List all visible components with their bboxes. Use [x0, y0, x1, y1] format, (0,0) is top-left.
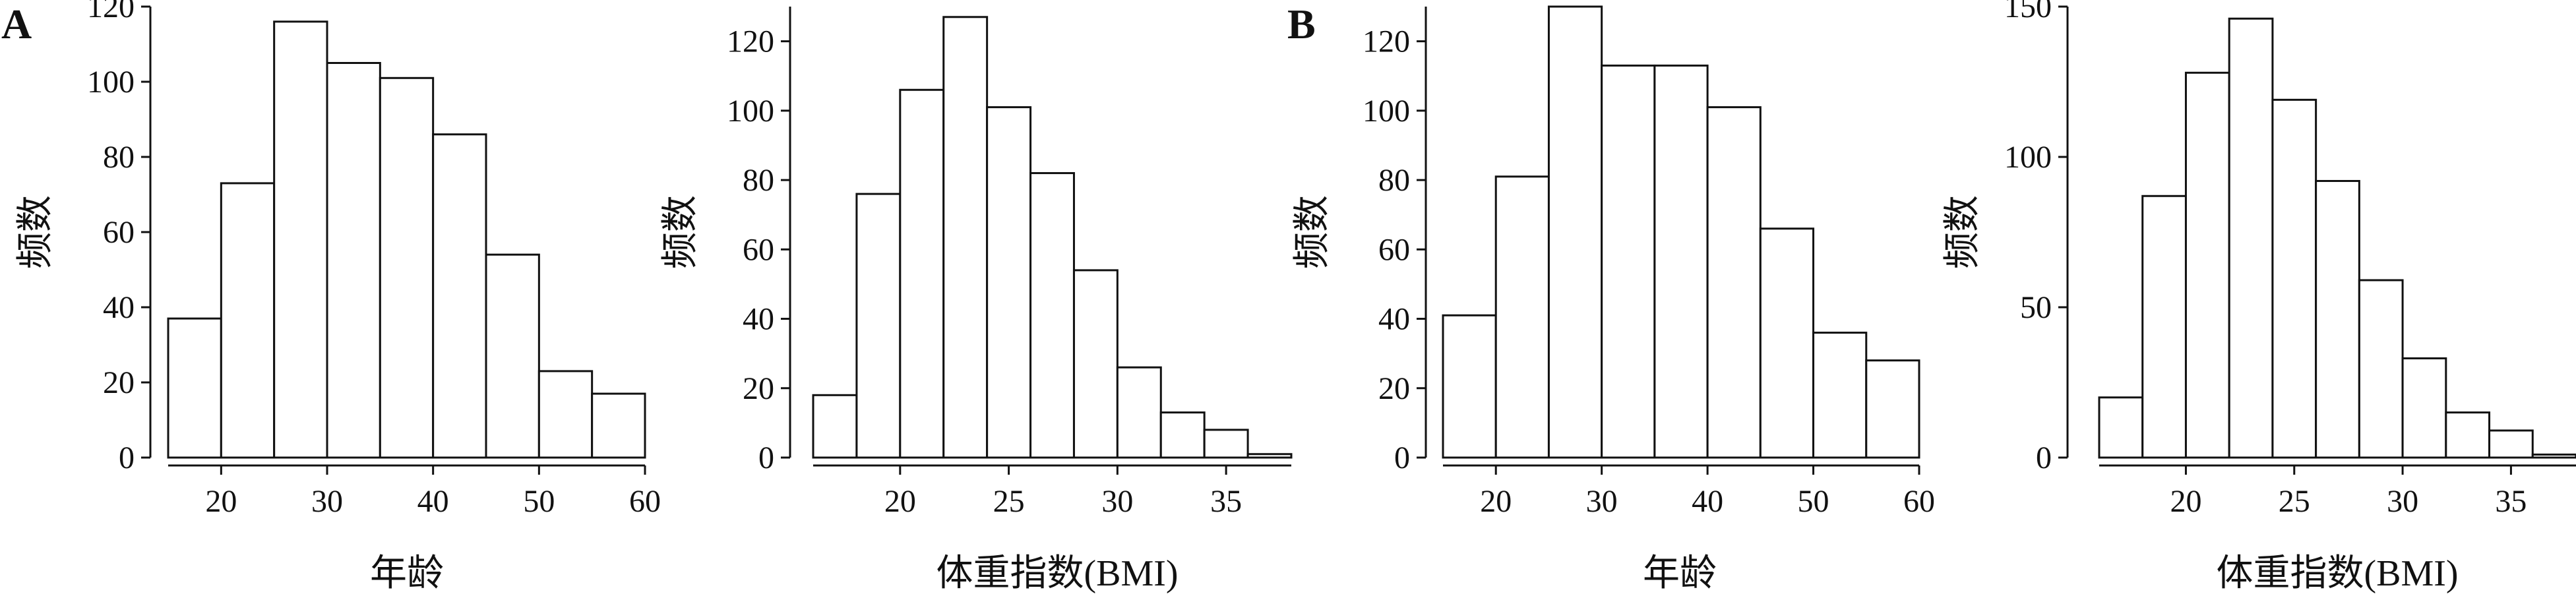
- panel-letter-a: A: [1, 1, 32, 47]
- y-tick-label: 100: [727, 94, 774, 129]
- y-axis-label: 频数: [1942, 195, 1983, 269]
- x-tick-label: 20: [1480, 484, 1512, 519]
- y-tick-label: 0: [119, 440, 135, 475]
- x-tick-label: 30: [311, 484, 343, 519]
- histogram-bar: [1601, 64, 1656, 459]
- x-tick-label: 20: [2170, 484, 2201, 519]
- x-tick-label: 50: [1798, 484, 1829, 519]
- histogram-bar: [2098, 396, 2144, 459]
- histogram-bar: [1547, 5, 1603, 459]
- histogram-bar: [1203, 429, 1249, 459]
- histogram-bar: [326, 62, 381, 459]
- y-tick-label: 0: [1394, 440, 1410, 475]
- y-tick-label: 40: [743, 302, 774, 337]
- histogram-bar: [1759, 227, 1815, 459]
- y-tick-label: 20: [103, 365, 135, 400]
- y-tick-label: 20: [743, 371, 774, 406]
- histogram-bar: [2141, 194, 2187, 459]
- histogram-bar: [485, 253, 540, 459]
- histogram-bar: [942, 16, 989, 459]
- x-axis-label: 体重指数(BMI): [2216, 553, 2458, 594]
- x-tick-label: 60: [629, 484, 661, 519]
- y-tick-label: 120: [727, 24, 774, 59]
- histogram-bar: [1706, 106, 1762, 459]
- histogram-bar: [220, 182, 276, 459]
- y-tick-label: 0: [758, 440, 774, 475]
- histogram-bar: [2271, 98, 2317, 459]
- histogram-bar: [2358, 279, 2404, 459]
- panel-letter-b: B: [1287, 1, 1316, 47]
- histogram-bar: [167, 317, 222, 459]
- x-tick-label: 20: [884, 484, 916, 519]
- y-tick-label: 120: [1363, 24, 1410, 59]
- x-tick-label: 40: [417, 484, 449, 519]
- y-tick-label: 20: [1378, 371, 1410, 406]
- y-tick-label: 120: [87, 0, 135, 24]
- y-tick-label: 40: [103, 290, 135, 325]
- y-tick-label: 60: [103, 215, 135, 250]
- x-tick-label: 35: [2495, 484, 2527, 519]
- y-axis-label: 频数: [15, 195, 56, 269]
- histogram-bar: [855, 193, 902, 459]
- x-tick-label: 60: [1903, 484, 1935, 519]
- y-tick-label: 80: [1378, 163, 1410, 198]
- histogram-bar: [986, 106, 1032, 459]
- histogram-bar: [812, 394, 858, 459]
- histogram-bar: [2445, 411, 2491, 459]
- y-axis-label: 频数: [660, 195, 701, 269]
- histogram-bar: [1246, 453, 1293, 459]
- x-axis-label: 年龄: [370, 553, 444, 594]
- y-tick-label: 100: [1363, 94, 1410, 129]
- histogram-bar: [273, 20, 328, 459]
- histogram-age-a: 频数 年龄 0 20 40 60 80 100 120 20 30 40 50 60: [15, 0, 661, 594]
- y-tick-label: 60: [1378, 232, 1410, 267]
- histogram-bar: [2228, 17, 2274, 459]
- y-tick-label: 60: [743, 232, 774, 267]
- histogram-age-b: 频数 年龄 0 20 40 60 80 100 120 20 30 40 50 60: [1292, 5, 1935, 594]
- y-tick-label: 100: [87, 65, 135, 100]
- x-tick-label: 50: [523, 484, 555, 519]
- histogram-bar: [1116, 366, 1162, 459]
- x-tick-label: 30: [2387, 484, 2418, 519]
- y-tick-label: 80: [743, 163, 774, 198]
- histogram-bmi-b: 频数 体重指数(BMI) 0 50 100 150 20 25 30 35: [1942, 0, 2576, 594]
- y-tick-label: 100: [2004, 140, 2052, 175]
- x-tick-label: 35: [1210, 484, 1242, 519]
- histogram-bar: [2488, 429, 2534, 459]
- histogram-bmi-a: 频数 体重指数(BMI) 0 20 40 60 80 100 120 20 25 30 35: [660, 7, 1293, 594]
- y-tick-label: 0: [2036, 440, 2052, 475]
- x-tick-label: 20: [205, 484, 237, 519]
- histogram-bar: [1812, 332, 1868, 459]
- histogram-bar: [2315, 179, 2360, 459]
- histogram-bar: [2184, 71, 2230, 459]
- y-tick-label: 150: [2004, 0, 2052, 24]
- histogram-bar: [1159, 411, 1206, 459]
- histogram-bar: [432, 133, 487, 459]
- histogram-bar: [1865, 359, 1920, 459]
- x-tick-label: 25: [2279, 484, 2310, 519]
- y-tick-label: 80: [103, 140, 135, 175]
- histogram-bar: [591, 392, 646, 459]
- x-tick-label: 40: [1692, 484, 1723, 519]
- x-tick-label: 25: [993, 484, 1025, 519]
- histogram-bar: [1029, 172, 1075, 459]
- y-axis-label: 频数: [1292, 195, 1333, 269]
- histogram-bar: [2531, 453, 2576, 459]
- y-tick-label: 50: [2020, 290, 2052, 325]
- histogram-bar: [899, 88, 945, 459]
- histogram-bar: [1072, 269, 1119, 459]
- x-axis-label: 体重指数(BMI): [936, 553, 1178, 594]
- histogram-bar: [379, 76, 435, 459]
- histogram-bar: [1494, 175, 1550, 459]
- x-tick-label: 30: [1101, 484, 1133, 519]
- x-tick-label: 30: [1586, 484, 1618, 519]
- x-axis-label: 年龄: [1643, 553, 1717, 594]
- histogram-bar: [1442, 314, 1497, 459]
- histogram-bar: [537, 370, 594, 459]
- histogram-bar: [2401, 357, 2447, 459]
- histogram-bar: [1653, 64, 1709, 459]
- y-tick-label: 40: [1378, 302, 1410, 337]
